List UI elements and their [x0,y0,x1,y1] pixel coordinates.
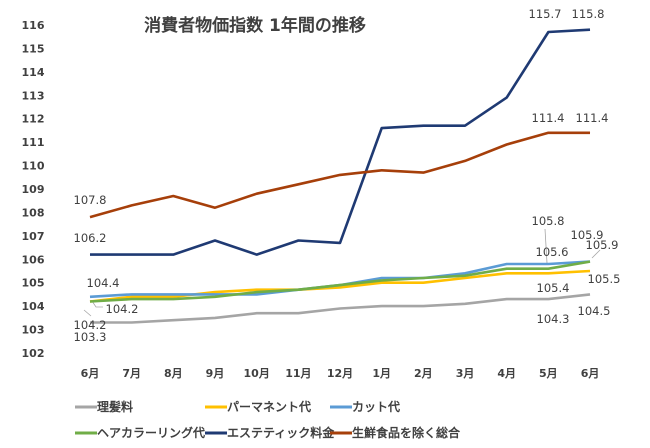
data-label: 105.9 [571,228,604,242]
legend-label: ヘアカラーリング代 [97,425,205,440]
series-line-2 [89,260,591,299]
y-tick-label: 114 [22,66,45,79]
y-tick-label: 104 [22,300,45,313]
x-axis: 6月 7月 8月 9月 10月 11月 12月 1月 2月 3月 4月 5月 6月 [81,367,600,380]
x-tick-label: 11月 [285,367,311,380]
y-axis: 116 115 114 113 112 111 110 109 108 107 106 105 104 1… [22,19,45,360]
x-tick-label: 10月 [244,367,270,380]
data-label: 104.2 [106,302,139,316]
data-label: 115.8 [572,7,605,21]
data-label: 111.4 [532,111,565,125]
x-tick-label: 8月 [164,367,183,380]
data-label: 105.8 [532,214,565,228]
leader-line [91,300,103,308]
legend-label: エステティック料金 [227,425,335,440]
data-label: 105.6 [536,245,569,259]
legend-label: 生鮮食品を除く総合 [352,425,461,440]
x-tick-label: 6月 [581,367,600,380]
plot-area [89,28,591,324]
data-label: 106.2 [74,231,107,245]
leader-line [591,249,601,259]
data-label: 107.8 [74,193,107,207]
legend-item: カット代 [330,399,400,414]
x-tick-label: 7月 [122,367,141,380]
data-label: 105.9 [586,238,619,252]
y-tick-label: 115 [22,42,45,55]
y-tick-label: 111 [22,136,45,149]
y-tick-label: 107 [22,230,45,243]
leader-line [544,228,548,264]
data-label: 104.5 [578,304,611,318]
data-label: 104.2 [74,318,107,332]
label-leader-lines [83,228,601,317]
y-tick-label: 103 [22,324,45,337]
y-tick-label: 108 [22,206,45,219]
legend-item: ヘアカラーリング代 [75,425,205,440]
data-label: 105.5 [588,272,621,286]
legend-label: カット代 [352,399,400,414]
legend-item: 生鮮食品を除く総合 [330,425,461,440]
data-label: 111.4 [576,111,609,125]
y-tick-label: 110 [22,160,45,173]
legend-item: パーマネント代 [205,399,311,414]
leader-line [83,309,92,317]
x-tick-label: 2月 [414,367,433,380]
x-tick-label: 12月 [327,367,353,380]
x-tick-label: 3月 [456,367,475,380]
x-tick-label: 9月 [206,367,225,380]
y-tick-label: 113 [22,89,45,102]
data-label: 115.7 [529,7,562,21]
legend-label: 理髪料 [97,399,133,414]
data-labels: 103.3 104.3 104.5 104.2 105.4 105.5 104.4 105.8… [74,7,621,344]
y-tick-label: 106 [22,253,45,266]
chart-title: 消費者物価指数 1年間の推移 [144,15,366,36]
legend-item: エステティック料金 [205,425,335,440]
y-tick-label: 116 [22,19,45,32]
y-tick-label: 112 [22,113,45,126]
data-label: 104.3 [537,312,570,326]
y-tick-label: 105 [22,277,45,290]
x-tick-label: 6月 [81,367,100,380]
x-tick-label: 1月 [372,367,391,380]
legend-item: 理髪料 [75,399,133,414]
legend-label: パーマネント代 [227,399,311,414]
x-tick-label: 4月 [497,367,516,380]
x-tick-label: 5月 [539,367,558,380]
y-tick-label: 102 [22,347,45,360]
y-tick-label: 109 [22,183,45,196]
data-label: 105.4 [537,281,570,295]
data-label: 104.4 [87,276,120,290]
data-label: 103.3 [74,330,107,344]
